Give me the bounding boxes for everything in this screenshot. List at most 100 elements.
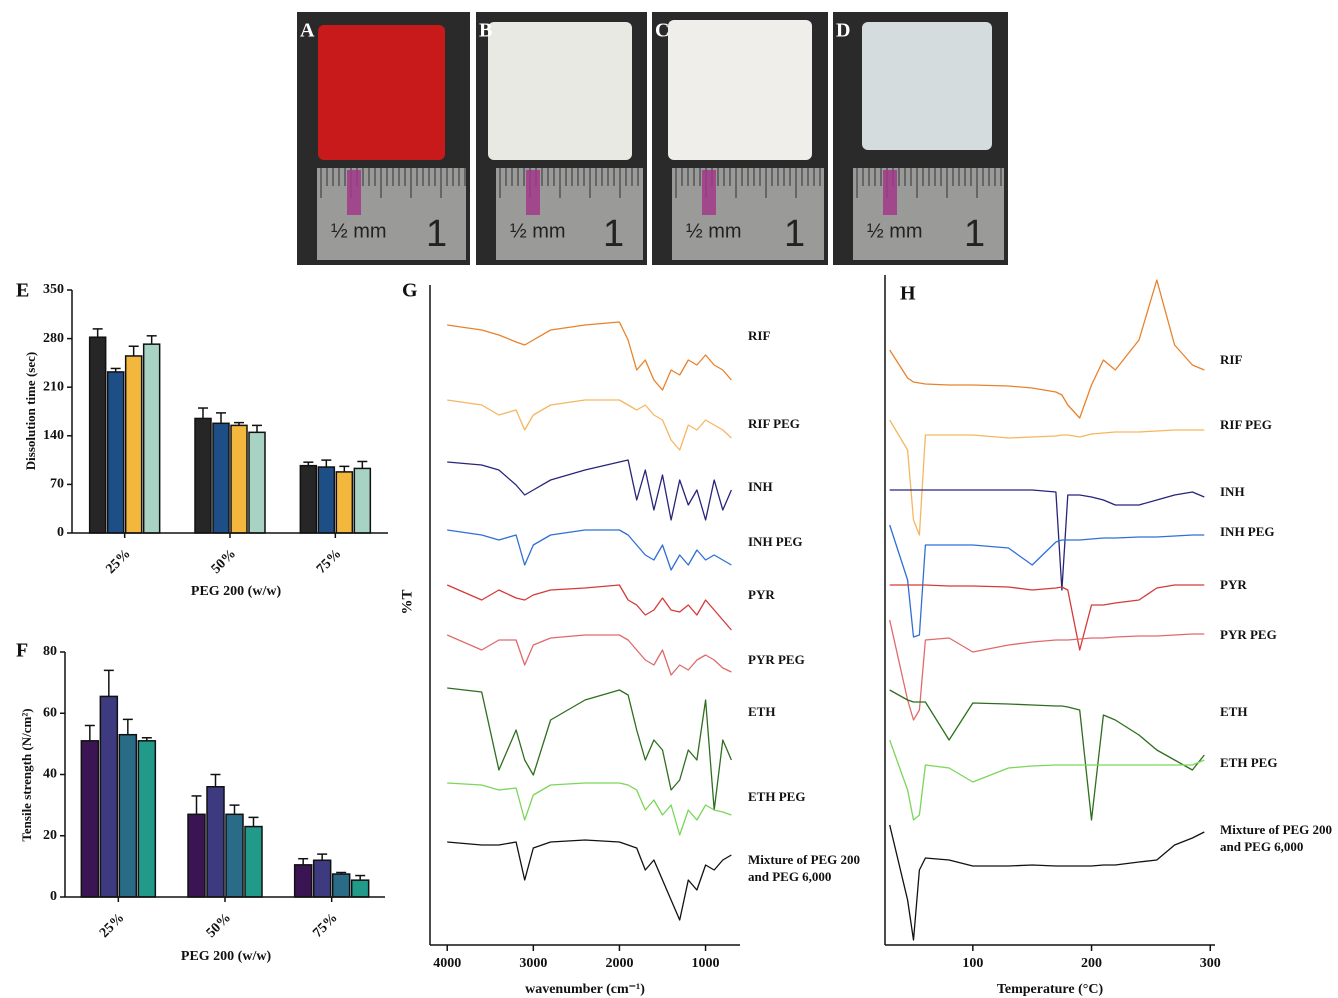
x-axis-label: PEG 200 (w/w) [191,584,282,599]
x-axis-label: Temperature (°C) [997,982,1104,997]
x-tick-label: 4000 [433,956,461,971]
x-tick-label: 300 [1200,956,1221,971]
spectrum-line [890,490,1205,590]
ruler-number: 1 [426,213,447,255]
y-tick-label: 70 [50,477,64,492]
ruler-mark [526,170,540,215]
x-tick-label: 100 [962,956,983,971]
series-label: ETH [1220,703,1338,720]
bar [126,356,142,533]
panel-label: G [402,280,418,302]
bar [195,418,211,533]
y-tick-label: 350 [43,282,64,297]
series-label: PYR PEG [1220,626,1338,643]
series-label-box: INH PEG [1220,523,1338,563]
x-tick-label: 25% [97,910,127,940]
bar [300,466,316,533]
x-tick-label: 50% [204,910,234,940]
y-tick-label: 80 [43,644,57,659]
series-label: RIF [1220,351,1338,368]
panel-label: A [300,20,315,42]
bar [295,865,312,897]
series-label-box: PYR [1220,576,1338,616]
sample-film [668,20,812,160]
bar [231,425,247,533]
series-label-box: PYR [748,586,868,626]
y-tick-label: 210 [43,379,64,394]
series-label-box: ETH [1220,703,1338,743]
series-label-box: RIF [1220,351,1338,391]
bar [188,814,205,897]
x-tick-label: 75% [310,910,340,940]
x-tick-label: 200 [1081,956,1102,971]
x-tick-label: 3000 [519,956,547,971]
x-tick-label: 25% [103,546,133,576]
series-label: Mixture of PEG 200 and PEG 6,000 [1220,821,1338,855]
bar [213,423,229,533]
ruler-mark [347,170,361,215]
x-tick-label: 2000 [605,956,633,971]
x-tick-label: 1000 [692,956,720,971]
bar [138,741,155,897]
spectrum-line [447,783,731,835]
bar [119,735,136,897]
ruler-number: 1 [784,213,805,255]
bar [314,860,331,897]
spectrum-line [890,525,1205,637]
series-label: RIF PEG [748,415,868,432]
ruler-text: ½ mm [867,220,923,242]
panel-label: B [479,20,492,42]
sample-film [318,25,445,160]
spectrum-line [890,740,1205,820]
y-tick-label: 0 [50,889,57,904]
panel-label: D [836,20,850,42]
series-label-box: Mixture of PEG 200 and PEG 6,000 [1220,821,1338,861]
series-label-box: Mixture of PEG 200 and PEG 6,000 [748,851,868,891]
series-label-box: ETH PEG [1220,754,1338,794]
bar [354,468,370,533]
series-label-box: PYR PEG [748,651,868,691]
spectrum-line [890,825,1205,940]
y-axis-label: %T [399,589,415,614]
y-axis-label: Tensile strength (N/cm²) [19,708,34,841]
bar [318,467,334,533]
series-label-box: RIF PEG [748,415,868,455]
figure: ½ mm1A½ mm1B½ mm1C½ mm1D0701402102803502… [0,0,1338,998]
sample-film [862,22,992,150]
y-tick-label: 60 [43,705,57,720]
ruler-number: 1 [603,213,624,255]
ruler-text: ½ mm [331,220,387,242]
panel-label: E [16,280,29,302]
spectrum-line [890,690,1205,820]
series-label: PYR [1220,576,1338,593]
spectrum-line [447,322,731,390]
spectrum-line [447,585,731,630]
spectrum-line [447,460,731,520]
bar [226,814,243,897]
sample-film [488,22,632,160]
bar [100,696,117,897]
series-label: INH PEG [1220,523,1338,540]
series-label: INH [748,478,868,495]
spectrum-line [447,530,731,570]
ruler-number: 1 [964,213,985,255]
spectrum-line [890,280,1205,418]
ruler-mark [883,170,897,215]
y-axis-label: Dissolution time (sec) [23,352,38,470]
x-tick-label: 50% [209,546,239,576]
series-label-box: RIF [748,327,868,367]
y-tick-label: 40 [43,767,57,782]
spectrum-line [447,840,731,920]
ruler-text: ½ mm [686,220,742,242]
ruler-mark [702,170,716,215]
spectrum-line [447,400,731,450]
x-axis-label: wavenumber (cm⁻¹) [525,982,645,997]
bar [207,787,224,897]
y-tick-label: 140 [43,428,64,443]
series-label: ETH PEG [748,788,868,805]
bar [245,827,262,897]
series-label-box: INH PEG [748,533,868,573]
series-label: Mixture of PEG 200 and PEG 6,000 [748,851,868,885]
bar [81,741,98,897]
x-tick-label: 75% [314,546,344,576]
